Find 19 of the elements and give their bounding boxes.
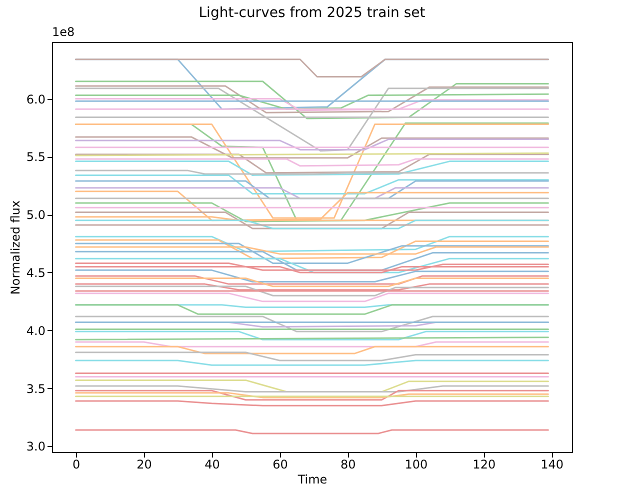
x-axis-title: Time [296,472,328,486]
x-tick-label: 60 [272,458,288,472]
y-tick-label: 5.0 [26,208,46,222]
x-tick-label: 40 [204,458,220,472]
text: 1e8 [52,25,75,39]
y-tick-label: 3.5 [26,382,46,396]
x-tick-label: 100 [404,458,428,472]
y-tick-label: 4.5 [26,266,46,280]
y-tick-label: 4.0 [26,324,46,338]
y-tick-label: 6.0 [26,92,46,106]
y-axis-title: Normalized flux [8,200,22,295]
x-tick-label: 20 [136,458,152,472]
x-tick-label: 0 [72,458,80,472]
y-tick-label: 3.0 [26,440,46,454]
x-tick-label: 120 [472,458,496,472]
x-tick-label: 140 [540,458,564,472]
chart-title: Light-curves from 2025 train set [198,5,426,21]
x-tick-label: 80 [340,458,356,472]
y-tick-label: 5.5 [26,150,46,164]
